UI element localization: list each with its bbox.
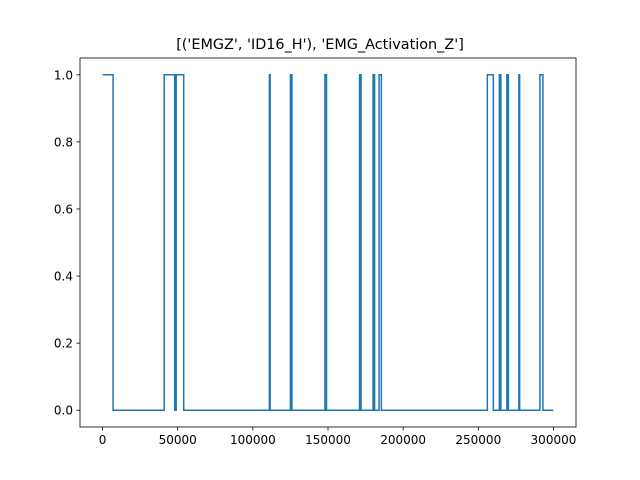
y-tick-label: 0.2 [54,337,73,351]
x-tick-label: 200000 [380,433,426,447]
y-tick-label: 0.6 [54,202,73,216]
x-tick-label: 50000 [159,433,197,447]
plot-area [102,74,554,411]
y-tick-label: 0.8 [54,135,73,149]
axes: 0 50000 100000 150000 200000 250000 300000 0.0 0… [54,57,577,447]
x-tick-label: 100000 [230,433,276,447]
x-tick-label: 150000 [305,433,351,447]
y-tick-label: 0.4 [54,270,73,284]
y-tick-label: 1.0 [54,68,73,82]
x-tick-label: 300000 [531,433,577,447]
chart-title: [('EMGZ', 'ID16_H'), 'EMG_Activation_Z'] [176,37,464,53]
y-tick-label: 0.0 [54,404,73,418]
x-tick-label: 0 [99,433,107,447]
x-tick-label: 250000 [455,433,501,447]
series-line-0 [102,74,554,411]
